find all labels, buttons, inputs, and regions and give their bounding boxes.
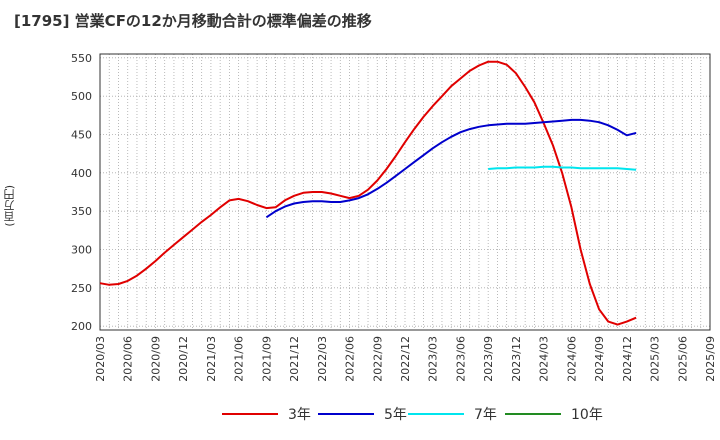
chart-title: [1795] 営業CFの12か月移動合計の標準偏差の推移 bbox=[14, 12, 372, 30]
x-tick-label: 2024/06 bbox=[565, 336, 578, 382]
x-tick-label: 2021/03 bbox=[205, 336, 218, 382]
x-tick-label: 2024/12 bbox=[621, 336, 634, 382]
x-tick-label: 2022/03 bbox=[316, 336, 329, 382]
legend-label: 7年 bbox=[474, 407, 497, 423]
y-tick-label: 550 bbox=[71, 52, 92, 65]
x-tick-label: 2022/12 bbox=[399, 336, 412, 382]
x-tick-label: 2024/03 bbox=[538, 336, 551, 382]
x-tick-label: 2023/03 bbox=[427, 336, 440, 382]
x-tick-label: 2023/12 bbox=[510, 336, 523, 382]
series-line-3 bbox=[488, 165, 637, 171]
x-tick-label: 2020/03 bbox=[94, 336, 107, 382]
x-tick-label: 2025/06 bbox=[676, 336, 689, 382]
x-tick-label: 2022/09 bbox=[371, 336, 384, 382]
plot-border bbox=[99, 53, 711, 331]
y-tick-label: 350 bbox=[71, 205, 92, 218]
y-tick-label: 400 bbox=[71, 167, 92, 180]
y-tick-label: 500 bbox=[71, 90, 92, 103]
x-tick-label: 2024/09 bbox=[593, 336, 606, 382]
x-tick-label: 2021/12 bbox=[288, 336, 301, 382]
legend-label: 3年 bbox=[288, 407, 311, 423]
y-tick-label: 450 bbox=[71, 129, 92, 142]
x-tick-label: 2023/06 bbox=[454, 336, 467, 382]
x-tick-label: 2021/09 bbox=[260, 336, 273, 382]
legend-swatch bbox=[222, 413, 278, 415]
y-tick-label: 200 bbox=[71, 320, 92, 333]
legend-label: 5年 bbox=[384, 407, 407, 423]
series-line-1 bbox=[99, 60, 637, 326]
x-tick-label: 2022/06 bbox=[344, 336, 357, 382]
y-tick-label: 300 bbox=[71, 244, 92, 257]
legend-swatch bbox=[408, 413, 464, 415]
y-tick-label: 250 bbox=[71, 282, 92, 295]
x-tick-label: 2021/06 bbox=[233, 336, 246, 382]
legend-swatch bbox=[505, 413, 561, 415]
x-tick-label: 2025/03 bbox=[649, 336, 662, 382]
x-tick-label: 2023/09 bbox=[482, 336, 495, 382]
x-tick-label: 2025/09 bbox=[704, 336, 717, 382]
legend-swatch bbox=[318, 413, 374, 415]
x-tick-label: 2020/12 bbox=[177, 336, 190, 382]
x-tick-label: 2020/09 bbox=[149, 336, 162, 382]
x-tick-label: 2020/06 bbox=[122, 336, 135, 382]
chart-legend: 3年 5年 7年 10年 bbox=[0, 400, 720, 430]
legend-label: 10年 bbox=[571, 407, 603, 423]
line-chart: 200 250 300 350 400 450 500 550 2020/03 2020/06 20… bbox=[71, 52, 717, 382]
series-line-2 bbox=[265, 118, 637, 219]
